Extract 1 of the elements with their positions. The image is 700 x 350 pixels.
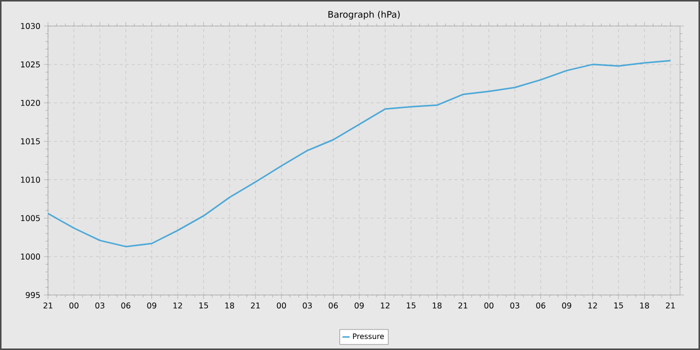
chart-title: Barograph (hPa) bbox=[328, 10, 400, 20]
